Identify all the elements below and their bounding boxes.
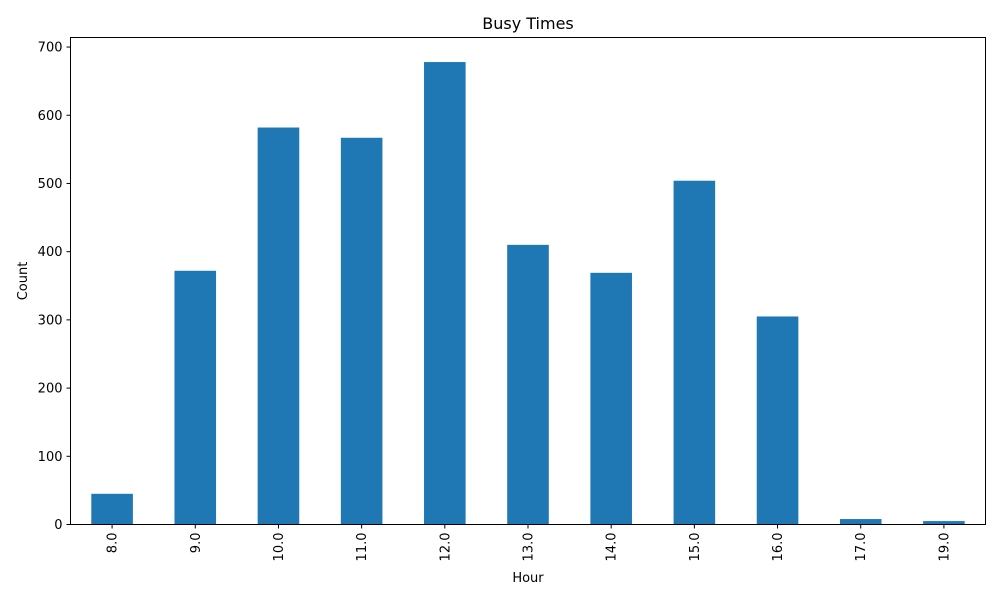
x-tick-label: 17.0 [854, 533, 869, 562]
x-tick-label: 15.0 [688, 533, 703, 562]
bar-8.0 [91, 493, 133, 525]
x-tick-label: 8.0 [106, 533, 121, 554]
y-tick-label: 200 [38, 382, 63, 397]
bar-10.0 [257, 127, 300, 525]
chart-title: Busy Times [482, 14, 574, 33]
bar-9.0 [174, 270, 217, 525]
bar-14.0 [590, 272, 632, 525]
x-axis-label: Hour [512, 571, 544, 586]
x-axis-ticks: 8.0 9.0 10.0 11.0 12.0 13.0 14.0 15.0 16.0 17.0 19… [106, 524, 952, 562]
y-axis-ticks: 0 100 200 300 400 500 600 700 [38, 41, 71, 533]
bar-13.0 [507, 244, 549, 525]
x-tick-label: 14.0 [605, 533, 620, 562]
y-axis-label: Count [16, 262, 31, 301]
y-tick-label: 600 [38, 109, 63, 124]
x-tick-label: 10.0 [272, 533, 287, 562]
x-tick-label: 16.0 [771, 533, 786, 562]
y-tick-label: 0 [54, 518, 62, 533]
bar-16.0 [756, 316, 799, 525]
bar-12.0 [424, 62, 466, 525]
bar-17.0 [839, 519, 882, 525]
bar-11.0 [340, 137, 383, 525]
y-tick-label: 400 [38, 245, 63, 260]
plot-frame [70, 37, 986, 525]
bar-15.0 [673, 180, 716, 525]
y-tick-label: 300 [38, 313, 63, 328]
y-tick-label: 700 [38, 41, 63, 56]
y-tick-label: 500 [38, 177, 63, 192]
x-tick-label: 13.0 [522, 533, 537, 562]
x-tick-label: 19.0 [937, 533, 952, 562]
y-tick-label: 100 [38, 450, 63, 465]
bars-group [91, 62, 965, 525]
bar-19.0 [923, 521, 965, 525]
x-tick-label: 11.0 [355, 533, 370, 562]
x-tick-label: 12.0 [438, 533, 453, 562]
x-tick-label: 9.0 [189, 533, 204, 554]
